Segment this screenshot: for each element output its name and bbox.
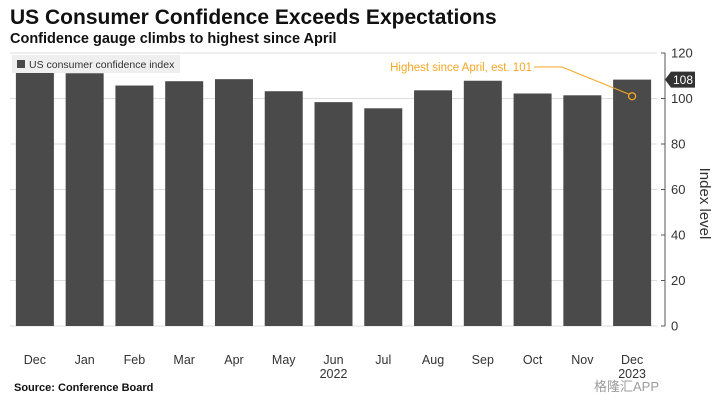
x-tick-label: May [272,353,296,367]
bar [314,102,353,326]
chart-subtitle: Confidence gauge climbs to highest since… [10,31,337,47]
bar [613,79,652,327]
last-value-tag [665,71,695,88]
bar [364,108,403,326]
watermark: 格隆汇APP [594,379,660,394]
legend-swatch [17,60,25,68]
x-year-label: 2022 [320,367,348,381]
x-tick-label: Jul [375,353,391,367]
x-tick-label: Aug [422,353,444,367]
last-value-label: 108 [673,73,693,87]
source-note: Source: Conference Board [14,382,154,394]
x-tick-label: Dec [621,353,643,367]
y-axis-title: Index level [696,168,713,240]
y-tick-label: 20 [671,273,685,288]
bar [214,79,253,326]
y-tick-label: 100 [671,91,693,106]
bar [563,95,602,326]
x-tick-label: Jan [75,353,95,367]
y-tick-label: 120 [671,46,693,61]
bar [264,91,303,326]
chart-title: US Consumer Confidence Exceeds Expectati… [10,6,497,29]
x-tick-label: Feb [124,353,146,367]
legend-label: US consumer confidence index [29,59,175,71]
x-tick-label: Dec [24,353,46,367]
bar [15,63,54,327]
bar [414,90,453,326]
annotation-leader-line [534,66,630,95]
bar [513,93,552,327]
x-tick-label: Jun [323,353,343,367]
annotation-label: Highest since April, est. 101 [390,62,532,74]
x-tick-label: Nov [571,353,594,367]
bar [165,81,204,327]
y-tick-label: 40 [671,228,685,243]
y-tick-label: 0 [671,319,678,334]
x-tick-label: Sep [472,353,494,367]
x-tick-label: Apr [224,353,243,367]
y-tick-label: 80 [671,137,685,152]
x-tick-label: Mar [173,353,195,367]
bar [65,73,104,326]
bar [115,85,154,326]
legend-box [12,55,180,73]
x-tick-label: Oct [523,353,543,367]
estimate-marker [627,92,637,101]
y-tick-label: 60 [671,182,685,197]
bar [463,80,502,326]
x-year-label: 2023 [618,367,646,381]
